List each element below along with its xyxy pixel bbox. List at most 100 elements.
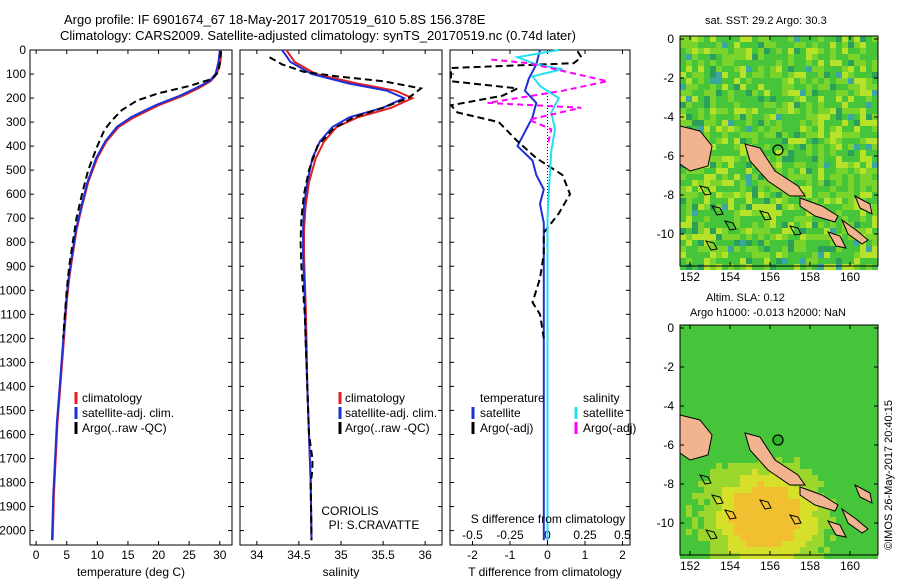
map-cell [704,102,710,108]
map-cell [776,535,782,541]
map-cell [818,325,824,331]
map-cell [752,475,758,481]
map-cell [806,457,812,463]
sst-map-header: sat. SST: 29.2 Argo: 30.3 [705,15,827,27]
map-cell [854,451,860,457]
map-cell [866,547,872,553]
map-cell [698,192,704,198]
land-mass [840,218,869,245]
map-cell [800,150,806,156]
map-cell [764,84,770,90]
map-cell [752,96,758,102]
map-cell [710,535,716,541]
map-cell [806,216,812,222]
map-cell [830,138,836,144]
map-cell [692,66,698,72]
map-cell [800,228,806,234]
map-cell [698,84,704,90]
map-cell [776,210,782,216]
map-cell [782,427,788,433]
map-cell [800,523,806,529]
map-cell [686,409,692,415]
map-cell [764,180,770,186]
map-cell [680,60,686,66]
map-cell [806,547,812,553]
map-cell [722,222,728,228]
sst-map-land [679,125,873,251]
map-cell [866,180,872,186]
map-cell [776,547,782,553]
map-cell [836,126,842,132]
map-cell [680,120,686,126]
map-cell [764,343,770,349]
map-cell [710,186,716,192]
map-cell [782,409,788,415]
map-cell [764,222,770,228]
map-cell [740,451,746,457]
map-cell [722,36,728,42]
map-cell [794,90,800,96]
map-cell [812,48,818,54]
map-cell [680,331,686,337]
map-cell [806,114,812,120]
map-cell [752,343,758,349]
map-cell [680,373,686,379]
map-cell [794,511,800,517]
map-cell [710,439,716,445]
map-cell [836,385,842,391]
map-cell [722,234,728,240]
map-cell [740,216,746,222]
map-cell [740,403,746,409]
map-cell [686,463,692,469]
map-cell [752,54,758,60]
map-cell [710,180,716,186]
map-cell [860,367,866,373]
map-cell [764,60,770,66]
map-cell [782,150,788,156]
map-cell [830,192,836,198]
map-cell [866,54,872,60]
map-cell [866,469,872,475]
map-cell [800,553,806,559]
map-cell [818,264,824,270]
map-cell [800,343,806,349]
map-cell [782,331,788,337]
map-cell [788,96,794,102]
map-cell [800,240,806,246]
map-cell [848,481,854,487]
map-cell [782,78,788,84]
map-cell [866,457,872,463]
map-cell [800,48,806,54]
map-cell [734,391,740,397]
map-cell [758,186,764,192]
map-cell [848,222,854,228]
map-cell [800,168,806,174]
map-cell [842,186,848,192]
map-cell [824,391,830,397]
map-cell [842,198,848,204]
map-cell [788,433,794,439]
map-cell [686,505,692,511]
map-cell [728,409,734,415]
map-cell [812,36,818,42]
map-cell [854,210,860,216]
map-cell [848,535,854,541]
map-cell [746,192,752,198]
map-cell [704,373,710,379]
map-cell [740,433,746,439]
map-cell [692,258,698,264]
map-cell [800,54,806,60]
map-cell [722,469,728,475]
map-cell [776,457,782,463]
map-cell [758,415,764,421]
map-cell [854,174,860,180]
map-cell [842,517,848,523]
map-cell [788,451,794,457]
map-cell [782,114,788,120]
depth-tick-label: 900 [6,259,26,273]
map-cell [770,120,776,126]
map-cell [758,421,764,427]
map-cell [866,391,872,397]
map-cell [698,535,704,541]
map-cell [782,102,788,108]
